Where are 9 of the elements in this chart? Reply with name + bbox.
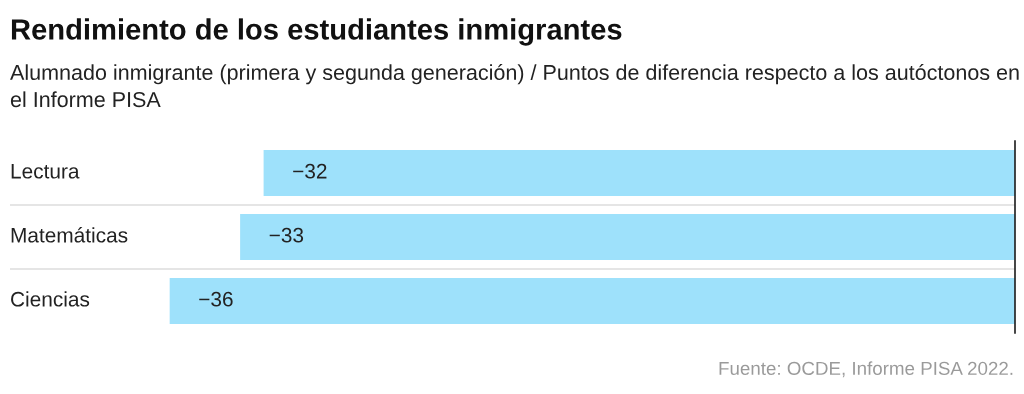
data-label: −36 [199,291,233,307]
source-note: Fuente: OCDE, Informe PISA 2022. [719,361,1013,378]
data-label: −32 [293,163,327,179]
data-label: −33 [269,227,304,243]
y-tick-label: Ciencias [11,291,90,307]
y-tick-label: Matemáticas [11,227,128,243]
chart-subtitle: Alumnado inmigrante (primera y segunda generación) / Puntos de diferencia respecto a los autóctonos en el Informe PISA [10,64,1019,108]
chart-title: Rendimiento de los estudiantes inmigrantes [11,18,622,46]
y-tick-label: Lectura [11,164,80,179]
